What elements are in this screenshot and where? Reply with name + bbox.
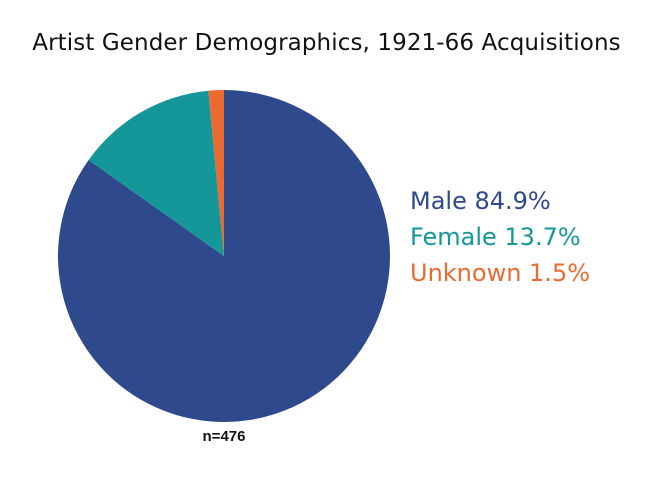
legend-item-female: Female 13.7% xyxy=(410,223,581,251)
sample-size-note: n=476 xyxy=(202,428,246,445)
chart-legend: Male 84.9% Female 13.7% Unknown 1.5% xyxy=(410,183,590,291)
pie-slice-female xyxy=(88,90,224,257)
legend-item-unknown: Unknown 1.5% xyxy=(410,259,591,287)
pie-slice-unknown xyxy=(208,90,224,256)
pie-slice-male xyxy=(57,90,390,423)
legend-item-male: Male 84.9% xyxy=(410,187,551,215)
chart-title: Artist Gender Demographics, 1921-66 Acqu… xyxy=(32,30,621,56)
